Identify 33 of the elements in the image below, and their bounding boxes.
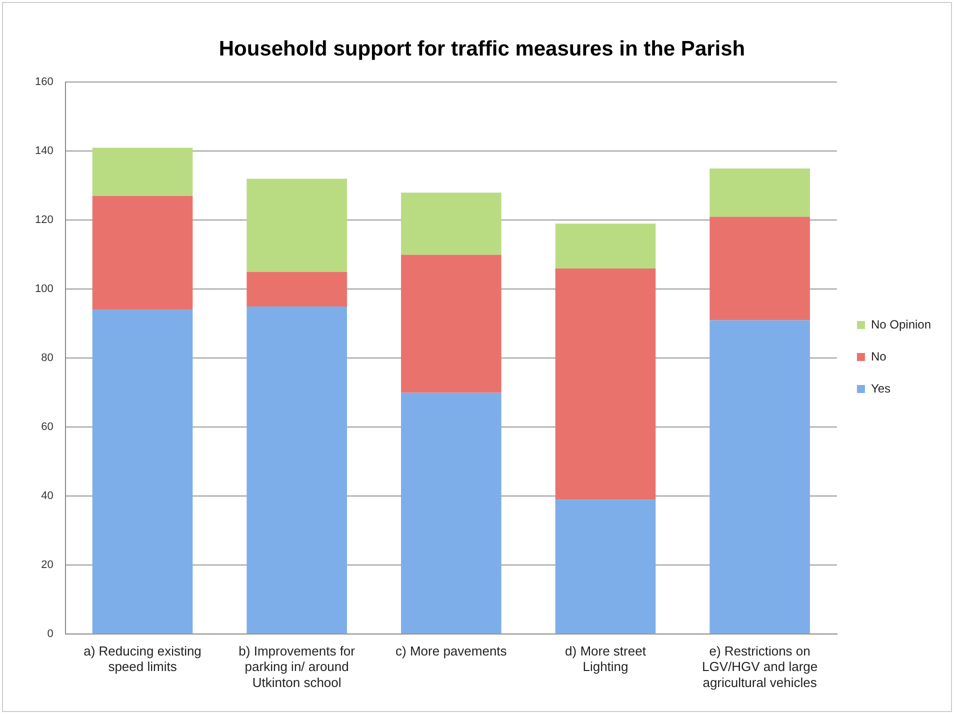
bar [555,268,656,500]
y-tick-label: 120 [34,214,54,226]
y-tick-label: 80 [41,352,54,364]
x-tick-label: b) Improvements for parking in/ around Utkinton school [238,644,356,690]
y-tick-label: 40 [41,490,54,502]
x-tick-label: e) Restrictions on LGV/HGV and large agricultural vehicles [702,644,818,690]
x-tick-label: c) More pavements [396,644,508,659]
bar [246,306,347,634]
bar [92,148,193,196]
bar [246,272,347,306]
y-tick-label: 100 [34,283,54,296]
bar [401,392,502,634]
x-tick-label: d) More street Lighting [565,644,646,674]
y-tick-label: 160 [34,76,54,88]
y-tick-label: 140 [34,145,54,158]
bar [710,216,810,320]
bar [246,178,347,272]
bar [555,224,656,268]
legend-label: Yes [870,381,891,396]
bar [710,168,810,217]
y-tick-label: 60 [41,421,54,434]
legend-label: No [870,349,887,364]
bar [710,320,810,634]
bar [401,192,502,255]
x-tick-label: a) Reducing existing speed limits [84,644,202,674]
bar [92,310,193,634]
bar [92,196,193,310]
legend-label: No Opinion [870,317,932,332]
y-tick-label: 20 [41,559,54,572]
bar [555,500,656,634]
chart-title: Household support for traffic measures in the Parish [218,37,746,60]
bar [401,254,502,393]
y-tick-label: 0 [47,628,54,640]
